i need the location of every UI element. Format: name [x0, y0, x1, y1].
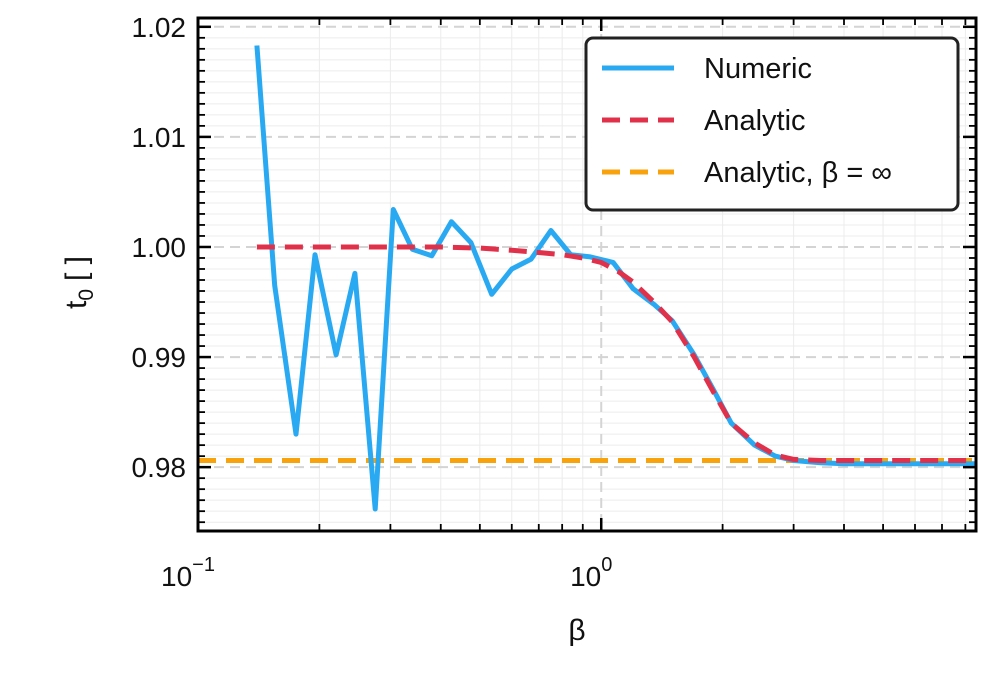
x-tick-label: 100 — [570, 554, 612, 592]
y-tick-label: 1.00 — [132, 232, 187, 263]
legend: Numeric Analytic Analytic, β = ∞ — [584, 36, 960, 212]
x-tick-label: 10−1 — [161, 554, 215, 592]
y-tick-label: 1.02 — [132, 12, 187, 43]
y-axis-label-unit: [ ] — [60, 256, 93, 281]
series-layer — [198, 45, 976, 512]
plot-frame — [196, 16, 978, 533]
legend-label-1: Analytic — [704, 105, 806, 137]
legend-box — [584, 36, 960, 212]
y-axis-label: t0 [ ] — [60, 256, 98, 309]
series-line-1 — [256, 244, 976, 463]
x-tick-label-base: 10 — [161, 561, 192, 592]
y-axis-label-main: t — [60, 300, 93, 309]
y-tick-label: 1.01 — [132, 122, 187, 153]
x-tick-label-exponent: −1 — [192, 554, 215, 576]
y-tick-label: 0.98 — [132, 452, 187, 483]
x-tick-label-base: 10 — [570, 561, 601, 592]
y-axis-label-subscript: 0 — [75, 289, 98, 301]
x-axis-label: β — [568, 614, 585, 647]
legend-label-0: Numeric — [704, 53, 812, 85]
legend-items: Numeric Analytic Analytic, β = ∞ — [602, 53, 892, 189]
y-tick-label: 0.99 — [132, 342, 187, 373]
axis-ticks — [196, 18, 976, 531]
legend-label-2: Analytic, β = ∞ — [704, 157, 892, 189]
x-tick-label-exponent: 0 — [601, 554, 612, 576]
